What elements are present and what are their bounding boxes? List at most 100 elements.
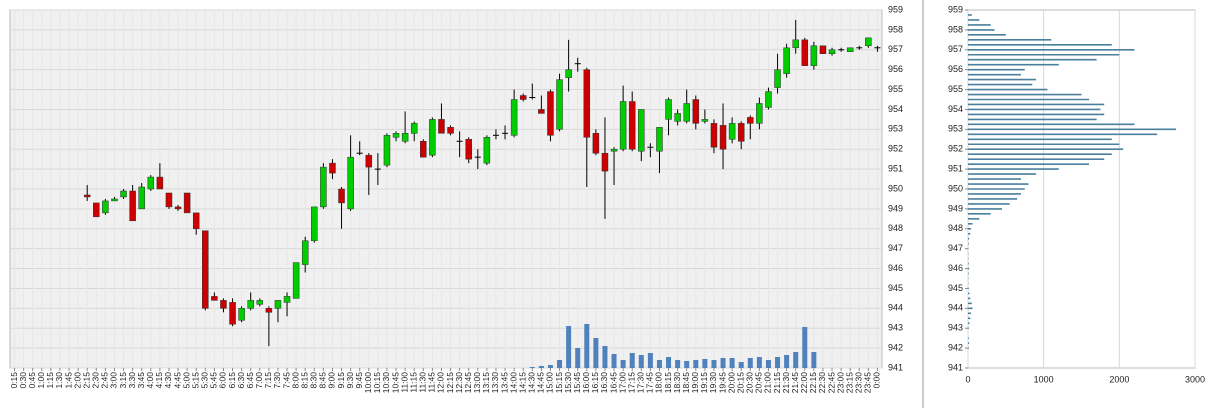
x-tick-label: 2:15 — [81, 372, 91, 389]
y-tick-label: 957 — [888, 44, 903, 54]
x-tick-label: 17:30 — [636, 372, 646, 394]
x-tick-label: 1:15 — [45, 372, 55, 389]
x-tick-label: 19:30 — [708, 372, 718, 394]
y-tick-label: 951 — [888, 163, 903, 173]
x-tick-label: 21:00 — [763, 372, 773, 394]
y-tick-label: 941 — [948, 362, 963, 372]
x-tick-label: 10:45 — [390, 372, 400, 394]
x-tick-label: 14:00 — [508, 372, 518, 394]
x-tick-label: 16:45 — [608, 372, 618, 394]
x-tick-label: 13:45 — [499, 372, 509, 394]
x-tick-label: 6:15 — [227, 372, 237, 389]
x-tick-label: 7:45 — [281, 372, 291, 389]
x-tick-label: 18:15 — [663, 372, 673, 394]
x-tick-label: 3000 — [1185, 374, 1205, 384]
x-tick-label: 19:45 — [717, 372, 727, 394]
y-tick-label: 941 — [888, 362, 903, 372]
x-tick-label: 21:15 — [772, 372, 782, 394]
candle-body — [129, 190, 136, 222]
x-tick-label: 11:45 — [427, 372, 437, 393]
volume-bar — [593, 338, 599, 368]
candle-body — [819, 45, 827, 55]
x-tick-label: 12:30 — [454, 372, 464, 394]
x-tick-label: 11:00 — [399, 372, 409, 393]
y-tick-label: 945 — [888, 283, 903, 293]
candle-body — [401, 133, 409, 142]
candle-body — [510, 99, 518, 136]
candle-body — [256, 300, 264, 305]
y-tick-label: 946 — [888, 263, 903, 273]
candle-body — [710, 123, 718, 148]
volume-bar — [584, 324, 590, 368]
candle-body — [547, 91, 554, 136]
candle-body — [174, 206, 182, 210]
candle-body — [783, 47, 790, 74]
x-tick-label: 0:00 — [872, 372, 882, 389]
candle-body — [538, 109, 545, 114]
x-tick-label: 16:15 — [590, 372, 600, 394]
volume-bar — [702, 359, 708, 368]
y-tick-label: 955 — [888, 84, 903, 94]
x-tick-label: 21:45 — [790, 372, 800, 394]
y-tick-label: 950 — [888, 183, 903, 193]
candle-body — [410, 123, 418, 134]
x-tick-label: 6:00 — [218, 372, 228, 389]
x-tick-label: 12:45 — [463, 372, 473, 394]
candle-body — [828, 49, 836, 55]
volume-bar — [765, 360, 771, 368]
candle-body — [229, 302, 236, 325]
y-tick-label: 943 — [888, 323, 903, 333]
x-tick-label: 9:00 — [327, 372, 337, 389]
volume-bar — [638, 355, 644, 368]
candle-body — [347, 156, 354, 210]
volume-bar — [675, 360, 681, 368]
volume-bar — [647, 353, 653, 368]
y-tick-label: 956 — [948, 64, 963, 74]
volume-bar — [802, 327, 808, 368]
x-tick-label: 7:30 — [272, 372, 282, 389]
x-tick-label: 14:15 — [517, 372, 527, 394]
x-tick-label: 11:15 — [408, 372, 418, 393]
candle-body — [701, 119, 709, 122]
candle-body — [83, 194, 91, 198]
x-tick-label: 5:30 — [200, 372, 210, 389]
candle-body — [610, 148, 618, 152]
x-tick-label: 5:45 — [209, 372, 219, 389]
candle-body — [202, 230, 209, 309]
x-tick-label: 2000 — [1109, 374, 1129, 384]
y-tick-label: 945 — [948, 283, 963, 293]
candle-body — [756, 103, 763, 124]
x-tick-label: 14:30 — [527, 372, 537, 394]
x-tick-label: 13:00 — [472, 372, 482, 394]
x-tick-label: 3:45 — [136, 372, 146, 389]
y-tick-label: 956 — [888, 64, 903, 74]
volume-bar — [811, 352, 817, 368]
x-tick-label: 1000 — [1034, 374, 1054, 384]
candle-body — [292, 262, 300, 299]
candle-body — [447, 127, 454, 134]
y-tick-label: 958 — [888, 24, 903, 34]
x-tick-label: 17:00 — [617, 372, 627, 394]
x-tick-label: 0:15 — [9, 372, 19, 389]
y-tick-label: 952 — [888, 144, 903, 154]
candle-body — [638, 109, 645, 152]
y-tick-label: 944 — [888, 303, 903, 313]
volume-bar — [620, 360, 626, 368]
x-tick-label: 9:15 — [336, 372, 346, 389]
volume-bar — [738, 362, 744, 368]
candle-body — [311, 206, 318, 241]
x-tick-label: 4:00 — [145, 372, 155, 389]
volume-bar — [666, 357, 672, 368]
candle-body — [338, 188, 345, 204]
candle-body — [301, 240, 309, 265]
candle-body — [565, 69, 572, 78]
x-tick-label: 1:00 — [36, 372, 46, 389]
x-tick-label: 15:30 — [563, 372, 573, 394]
x-tick-label: 19:15 — [699, 372, 709, 394]
candle-body — [283, 296, 291, 303]
candle-body — [365, 154, 373, 168]
candle-body — [674, 113, 681, 122]
x-tick-label: 5:00 — [181, 372, 191, 389]
candle-body — [165, 192, 173, 208]
volume-bar — [547, 365, 553, 368]
